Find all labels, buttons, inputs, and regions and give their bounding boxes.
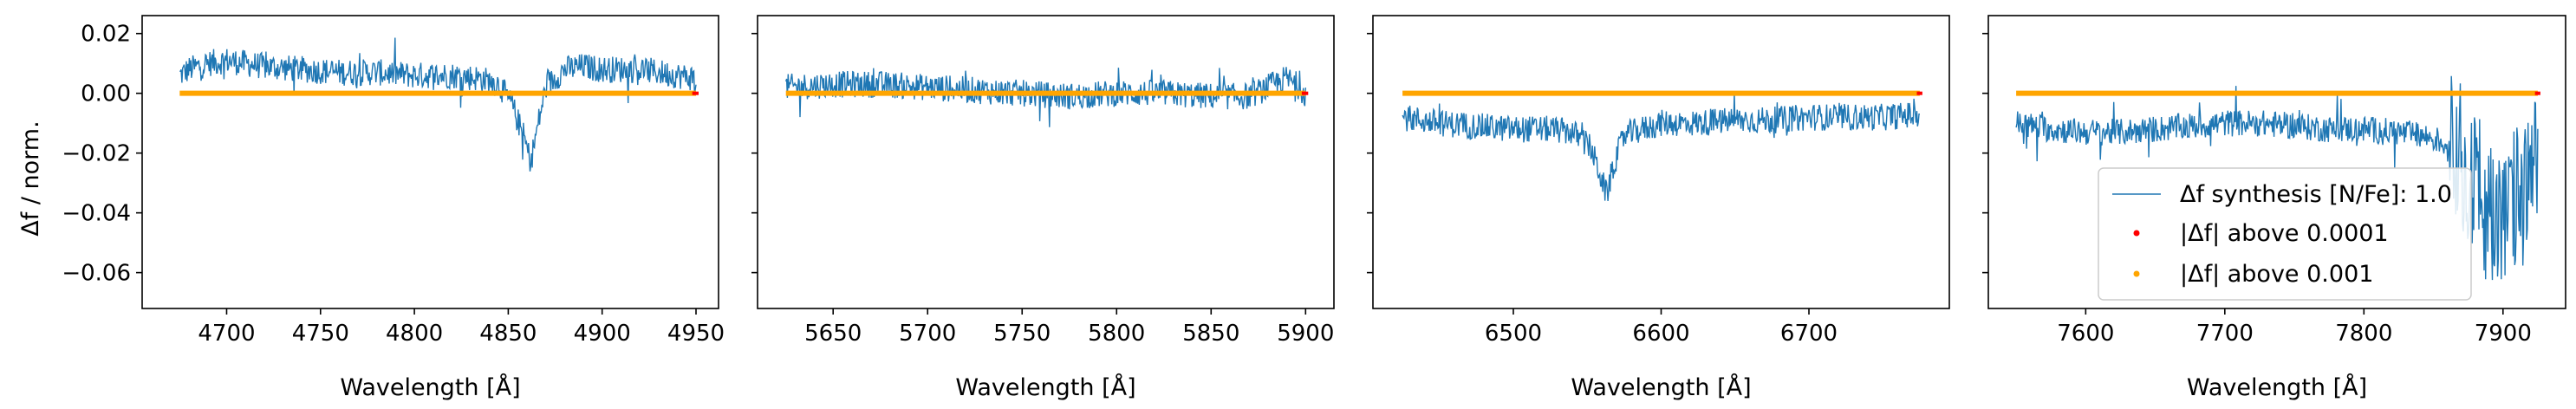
x-tick-label: 4800 (386, 321, 443, 347)
x-axis-label: Wavelength [Å] (2187, 373, 2367, 401)
subplot-panels: 4700 4750 4800 4850 4900 4950 Wavelength [Å] −0… (62, 15, 2566, 401)
x-tick-label: 4850 (479, 321, 537, 347)
x-tick-label: 4700 (198, 321, 255, 347)
x-tick-label: 5650 (804, 321, 862, 347)
x-tick-label: 5750 (993, 321, 1051, 347)
y-tick-label: −0.06 (62, 261, 131, 287)
legend-entry-label: |Δf| above 0.001 (2180, 261, 2373, 288)
y-tick-label: 0.00 (81, 81, 131, 107)
x-tick-label: 7700 (2196, 321, 2254, 347)
x-tick-label: 4950 (667, 321, 725, 347)
legend-entry-label: Δf synthesis [N/Fe]: 1.0 (2180, 181, 2452, 208)
x-axis-label: Wavelength [Å] (340, 373, 520, 401)
x-tick-label: 4750 (292, 321, 349, 347)
legend: Δf synthesis [N/Fe]: 1.0 |Δf| above 0.000… (2098, 167, 2472, 301)
y-tick-label: 0.02 (81, 22, 131, 48)
axes-frame (141, 15, 719, 309)
x-axis-label: Wavelength [Å] (955, 373, 1135, 401)
x-tick-label: 5800 (1088, 321, 1145, 347)
series-line-delta-f (1402, 93, 1920, 201)
axes-frame (757, 15, 1335, 309)
panel-4: 7600 7700 7800 7900 Wavelength [Å] (1982, 15, 2566, 401)
x-axis-label: Wavelength [Å] (1571, 373, 1751, 401)
panel-2: 5650 5700 5750 5800 5850 5900 Wavelength [Å] (751, 15, 1335, 401)
legend-swatch-red-dot (2133, 230, 2140, 237)
legend-entry-label: |Δf| above 0.0001 (2180, 220, 2389, 247)
x-tick-label: 7900 (2475, 321, 2532, 347)
legend-swatch-orange-dot (2133, 270, 2140, 277)
x-tick-label: 5900 (1277, 321, 1334, 347)
y-axis-label: Δf / norm. (17, 120, 44, 236)
y-tick-label: −0.02 (62, 141, 131, 167)
x-tick-label: 7600 (2057, 321, 2114, 347)
x-tick-label: 6500 (1485, 321, 1542, 347)
series-line-delta-f (2015, 75, 2539, 281)
x-tick-label: 6700 (1780, 321, 1838, 347)
x-tick-label: 7800 (2335, 321, 2392, 347)
panel-3: 6500 6600 6700 Wavelength [Å] (1367, 15, 1950, 401)
x-tick-label: 5850 (1182, 321, 1239, 347)
legend-box (2098, 167, 2472, 301)
x-tick-label: 4900 (574, 321, 631, 347)
series-line-delta-f (179, 37, 697, 172)
series-line-delta-f (785, 67, 1306, 127)
axes-frame (1372, 15, 1950, 309)
x-tick-label: 5700 (899, 321, 956, 347)
y-tick-label: −0.04 (62, 201, 131, 227)
panel-1: 4700 4750 4800 4850 4900 4950 Wavelength [Å] −0… (62, 15, 725, 401)
x-tick-label: 6600 (1632, 321, 1689, 347)
axes-frame (1987, 15, 2566, 309)
